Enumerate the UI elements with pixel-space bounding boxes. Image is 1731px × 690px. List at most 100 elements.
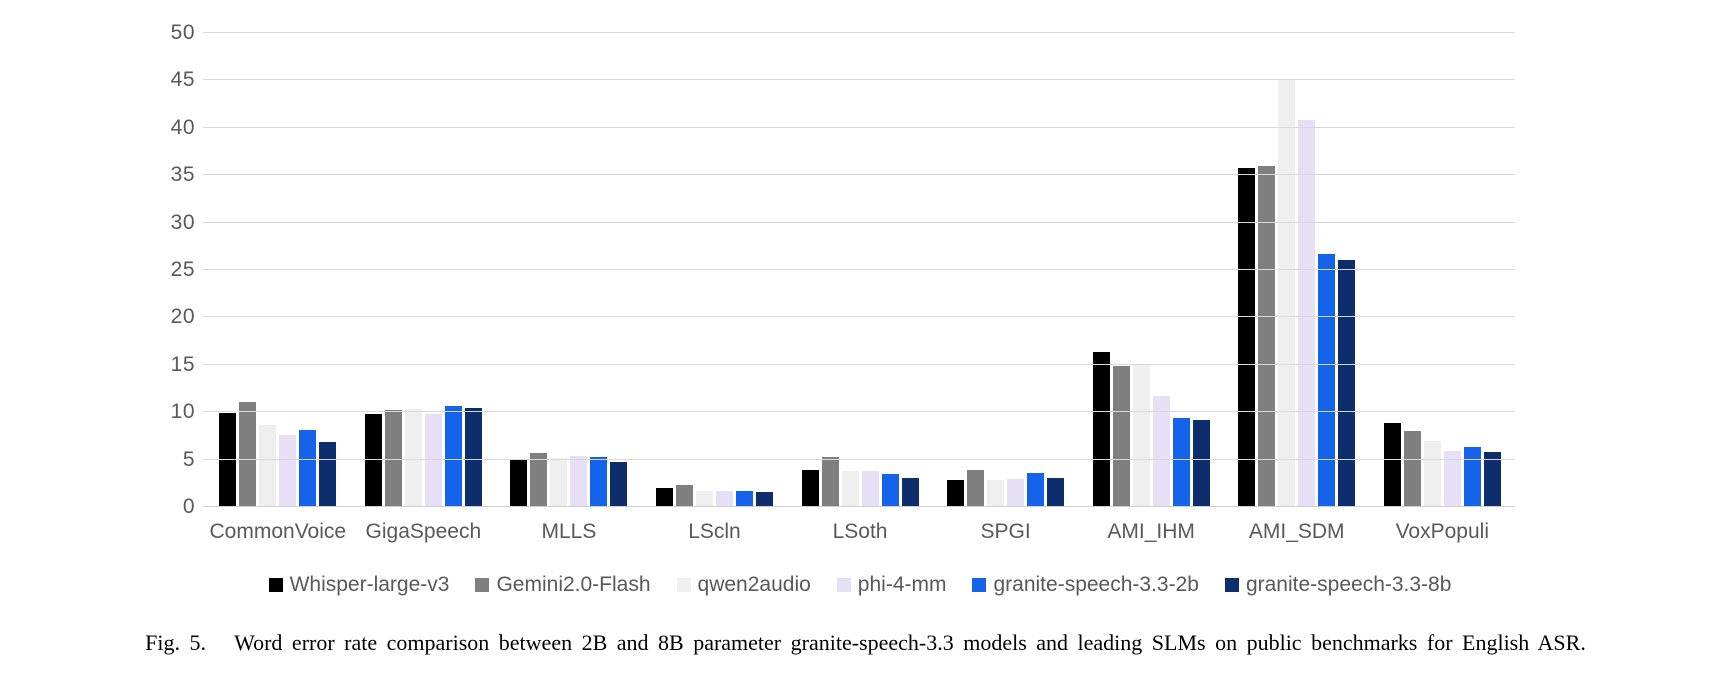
- legend-item-granite-speech-3-3-8b: granite-speech-3.3-8b: [1224, 573, 1451, 597]
- bar-granite-speech-3-3-2b-spgi: [1027, 472, 1045, 507]
- category-label-voxpopuli: VoxPopuli: [1395, 520, 1489, 543]
- bar-qwen2audio-mlls: [550, 457, 568, 507]
- y-tick-label-5: 5: [182, 447, 195, 471]
- gridline-15: [203, 363, 1515, 365]
- bar-group-ami-sdm: [1224, 33, 1370, 507]
- bar-qwen2audio-voxpopuli: [1423, 440, 1441, 507]
- gridline-20: [203, 316, 1515, 318]
- gridline-45: [203, 79, 1515, 81]
- bar-granite-speech-3-3-8b-voxpopuli: [1483, 452, 1501, 507]
- bar-groups: [205, 33, 1515, 507]
- bar-granite-speech-3-3-2b-ami-sdm: [1318, 253, 1336, 507]
- y-tick-label-25: 25: [170, 258, 195, 281]
- bar-phi-4-mm-ami-ihm: [1152, 396, 1170, 507]
- legend-swatch-icon: [1224, 578, 1239, 592]
- bar-whisper-large-v3-voxpopuli: [1383, 422, 1401, 507]
- bar-group-gigaspeech: [351, 33, 497, 507]
- y-tick-label-35: 35: [170, 163, 195, 187]
- bar-phi-4-mm-lsoth: [861, 470, 879, 507]
- bar-group-lsoth: [787, 33, 933, 507]
- bar-granite-speech-3-3-2b-ami-ihm: [1172, 417, 1190, 507]
- bar-phi-4-mm-ami-sdm: [1298, 120, 1316, 507]
- bar-whisper-large-v3-lsoth: [801, 470, 819, 507]
- bar-phi-4-mm-gigaspeech: [424, 414, 442, 507]
- y-tick-label-50: 50: [170, 21, 195, 44]
- gridline-25: [203, 269, 1515, 270]
- bar-gemini2-0-flash-mlls: [530, 452, 548, 507]
- category-label-gigaspeech: GigaSpeech: [365, 520, 482, 543]
- bar-granite-speech-3-3-8b-ami-sdm: [1338, 259, 1356, 507]
- bar-phi-4-mm-spgi: [1007, 478, 1025, 507]
- bar-gemini2-0-flash-spgi: [967, 470, 985, 507]
- bar-granite-speech-3-3-8b-gigaspeech: [464, 408, 482, 507]
- legend-label: granite-speech-3.3-2b: [993, 573, 1199, 596]
- bar-whisper-large-v3-ami-sdm: [1238, 167, 1256, 507]
- category-label-commonvoice: CommonVoice: [209, 520, 347, 543]
- legend-item-phi-4-mm: phi-4-mm: [836, 573, 947, 597]
- bar-whisper-large-v3-lscln: [655, 488, 673, 507]
- legend: Whisper-large-v3 Gemini2.0-Flash qwen2audi…: [205, 573, 1515, 597]
- bar-phi-4-mm-lscln: [715, 490, 733, 507]
- category-label-spgi: SPGI: [980, 520, 1031, 543]
- gridline-10: [203, 411, 1515, 413]
- bar-qwen2audio-lscln: [695, 490, 713, 507]
- y-axis-tick-labels: 0 5 10 15 20 25 30 35 40 45 50: [150, 21, 195, 518]
- bar-gemini2-0-flash-ami-sdm: [1258, 165, 1276, 507]
- y-tick-label-40: 40: [170, 115, 195, 139]
- category-label-ami-ihm: AMI_IHM: [1107, 520, 1195, 543]
- y-tick-label-15: 15: [170, 352, 195, 376]
- gridline-35: [203, 174, 1515, 176]
- bar-qwen2audio-gigaspeech: [404, 409, 422, 507]
- bar-group-lscln: [642, 33, 788, 507]
- bar-whisper-large-v3-mlls: [510, 459, 528, 507]
- legend-swatch-icon: [676, 578, 691, 592]
- legend-swatch-icon: [475, 578, 490, 592]
- category-label-lsoth: LSoth: [832, 520, 888, 543]
- y-tick-label-45: 45: [170, 68, 195, 92]
- legend-item-qwen2audio: qwen2audio: [676, 573, 811, 597]
- bar-granite-speech-3-3-2b-voxpopuli: [1463, 447, 1481, 507]
- bar-group-spgi: [933, 33, 1079, 507]
- y-tick-label-10: 10: [170, 400, 195, 424]
- bar-whisper-large-v3-spgi: [947, 479, 965, 507]
- legend-label: Gemini2.0-Flash: [496, 573, 651, 596]
- bar-granite-speech-3-3-2b-lscln: [735, 490, 753, 507]
- bar-granite-speech-3-3-8b-spgi: [1047, 477, 1065, 507]
- x-axis-category-labels: CommonVoice GigaSpeech MLLS LScln LSoth SPGI A…: [205, 520, 1515, 544]
- legend-label: phi-4-mm: [857, 573, 947, 596]
- legend-label: Whisper-large-v3: [289, 573, 450, 596]
- gridline-0: [203, 506, 1515, 507]
- legend-item-whisper-large-v3: Whisper-large-v3: [268, 573, 450, 597]
- bar-qwen2audio-ami-sdm: [1278, 78, 1296, 507]
- legend-label: qwen2audio: [697, 573, 811, 596]
- gridline-30: [203, 221, 1515, 223]
- bar-group-mlls: [496, 33, 642, 507]
- bar-qwen2audio-spgi: [987, 479, 1005, 507]
- legend-item-granite-speech-3-3-2b: granite-speech-3.3-2b: [972, 573, 1199, 597]
- legend-swatch-icon: [972, 578, 987, 592]
- bar-gemini2-0-flash-lscln: [675, 485, 693, 507]
- bar-granite-speech-3-3-2b-commonvoice: [299, 430, 317, 507]
- bar-gemini2-0-flash-ami-ihm: [1112, 365, 1130, 507]
- bar-gemini2-0-flash-voxpopuli: [1403, 431, 1421, 507]
- bar-whisper-large-v3-ami-ihm: [1092, 352, 1110, 507]
- category-label-lscln: LScln: [688, 520, 741, 543]
- bar-phi-4-mm-mlls: [570, 455, 588, 507]
- bar-granite-speech-3-3-8b-mlls: [610, 462, 628, 507]
- bar-group-voxpopuli: [1370, 33, 1516, 507]
- bar-granite-speech-3-3-2b-mlls: [590, 456, 608, 507]
- category-label-mlls: MLLS: [541, 520, 597, 543]
- bar-qwen2audio-lsoth: [841, 470, 859, 507]
- bar-granite-speech-3-3-8b-ami-ihm: [1192, 419, 1210, 507]
- y-tick-label-0: 0: [182, 495, 195, 518]
- legend-item-gemini2-0-flash: Gemini2.0-Flash: [475, 573, 651, 597]
- gridline-50: [203, 32, 1515, 33]
- bar-granite-speech-3-3-8b-lsoth: [901, 477, 919, 507]
- y-tick-label-30: 30: [170, 210, 195, 234]
- gridline-40: [203, 126, 1515, 128]
- legend-swatch-icon: [268, 578, 283, 592]
- category-label-ami-sdm: AMI_SDM: [1248, 520, 1345, 543]
- bar-granite-speech-3-3-2b-gigaspeech: [444, 405, 462, 507]
- bar-group-commonvoice: [205, 33, 351, 507]
